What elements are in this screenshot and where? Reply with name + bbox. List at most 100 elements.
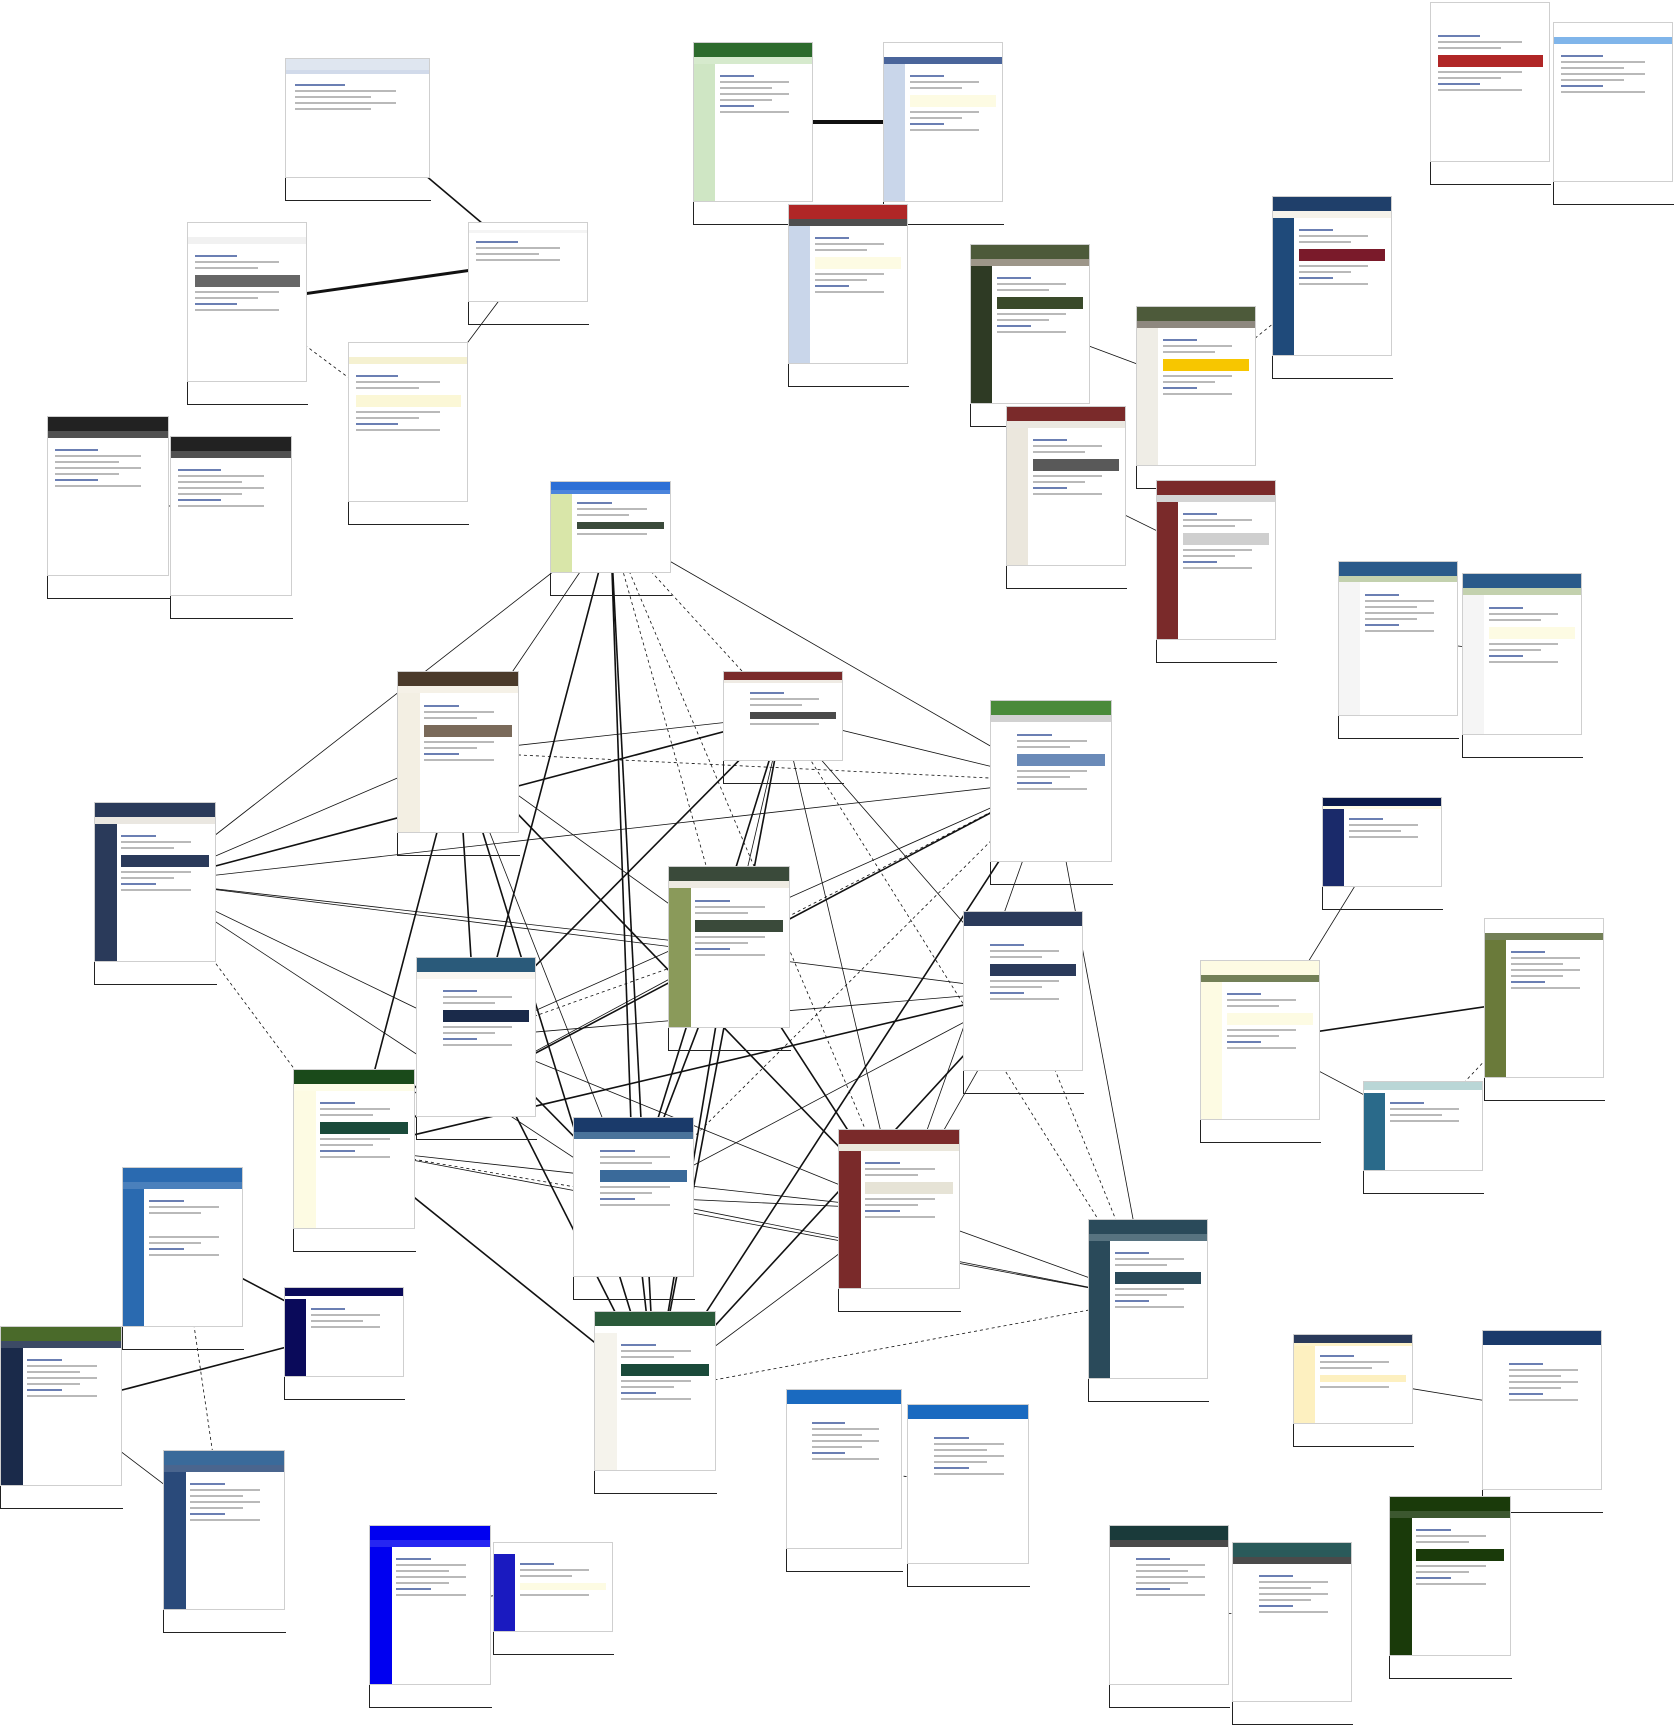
screenshot-thumbnail[interactable]: [1136, 306, 1256, 466]
text-line: [1365, 630, 1434, 632]
text-line: [1416, 1571, 1469, 1573]
screenshot-thumbnail[interactable]: [397, 671, 519, 833]
thumbnail-sidebar: [1007, 428, 1028, 565]
screenshot-thumbnail[interactable]: [907, 1404, 1029, 1564]
screenshot-thumbnail[interactable]: [550, 481, 671, 573]
screenshot-thumbnail[interactable]: [122, 1167, 243, 1327]
text-line: [1509, 1399, 1578, 1401]
screenshot-thumbnail[interactable]: [970, 244, 1090, 404]
text-line: [812, 1446, 862, 1448]
screenshot-thumbnail[interactable]: [883, 42, 1003, 202]
text-line: [1033, 475, 1102, 477]
text-line: [812, 1422, 845, 1424]
screenshot-thumbnail[interactable]: [0, 1326, 122, 1486]
text-line: [121, 883, 156, 885]
screenshot-thumbnail[interactable]: [163, 1450, 285, 1610]
screenshot-thumbnail[interactable]: [468, 222, 588, 302]
screenshot-thumbnail[interactable]: [723, 671, 843, 761]
screenshot-thumbnail[interactable]: [1389, 1496, 1511, 1656]
screenshot-thumbnail[interactable]: [284, 1287, 404, 1377]
screenshot-thumbnail[interactable]: [1200, 960, 1320, 1120]
text-line: [1511, 963, 1563, 965]
screenshot-thumbnail[interactable]: [47, 416, 169, 576]
screenshot-thumbnail[interactable]: [1338, 561, 1458, 716]
text-line: [600, 1192, 652, 1194]
thumbnail-sidebar: [1089, 1241, 1110, 1378]
text-line: [865, 1168, 935, 1170]
screenshot-thumbnail[interactable]: [963, 911, 1083, 1071]
text-line: [1183, 561, 1217, 563]
text-line: [720, 87, 772, 89]
content-band: [320, 1122, 408, 1134]
text-line: [1115, 1252, 1149, 1254]
text-line: [55, 461, 119, 463]
screenshot-thumbnail[interactable]: [416, 957, 536, 1117]
screenshot-thumbnail[interactable]: [1462, 573, 1582, 735]
text-line: [55, 479, 98, 481]
screenshot-thumbnail[interactable]: [990, 700, 1112, 862]
text-line: [1509, 1393, 1543, 1395]
thumbnail-header: [417, 958, 535, 972]
screenshot-thumbnail[interactable]: [1482, 1330, 1602, 1490]
text-line: [1561, 61, 1645, 63]
screenshot-thumbnail[interactable]: [1006, 406, 1126, 566]
thumbnail-header: [188, 223, 306, 237]
screenshot-thumbnail[interactable]: [293, 1069, 415, 1229]
screenshot-thumbnail[interactable]: [1156, 480, 1276, 640]
text-line: [121, 841, 191, 843]
text-line: [695, 900, 730, 902]
screenshot-thumbnail[interactable]: [1484, 918, 1604, 1078]
thumbnail-body: [1390, 1098, 1476, 1165]
screenshot-thumbnail[interactable]: [1553, 22, 1673, 182]
thumbnail-header: [1339, 562, 1457, 576]
text-line: [149, 1242, 201, 1244]
content-band: [1438, 55, 1543, 67]
screenshot-thumbnail[interactable]: [1272, 196, 1392, 356]
thumbnail-body: [865, 1158, 953, 1278]
thumbnail-nav: [349, 357, 467, 363]
screenshot-thumbnail[interactable]: [1232, 1542, 1352, 1702]
screenshot-thumbnail[interactable]: [348, 342, 468, 502]
text-line: [934, 1455, 1004, 1457]
thumbnail-sidebar: [789, 226, 810, 363]
screenshot-thumbnail[interactable]: [573, 1117, 694, 1277]
graph-edge: [155, 781, 1051, 882]
screenshot-thumbnail[interactable]: [187, 222, 307, 382]
thumbnail-header: [595, 1312, 715, 1326]
text-line: [1115, 1306, 1184, 1308]
text-line: [997, 319, 1049, 321]
text-line: [1365, 606, 1417, 608]
screenshot-thumbnail[interactable]: [668, 866, 790, 1028]
screenshot-thumbnail[interactable]: [1293, 1334, 1413, 1424]
screenshot-thumbnail[interactable]: [1088, 1219, 1208, 1379]
screenshot-thumbnail[interactable]: [94, 802, 216, 962]
screenshot-thumbnail[interactable]: [170, 436, 292, 596]
screenshot-thumbnail[interactable]: [693, 42, 813, 202]
text-line: [1365, 600, 1434, 602]
text-line: [1561, 67, 1624, 69]
screenshot-thumbnail[interactable]: [369, 1525, 491, 1685]
screenshot-thumbnail[interactable]: [1109, 1525, 1229, 1685]
screenshot-thumbnail[interactable]: [1430, 2, 1550, 162]
thumbnail-sidebar: [1233, 1564, 1254, 1701]
text-line: [1033, 445, 1102, 447]
text-line: [600, 1150, 635, 1152]
screenshot-thumbnail[interactable]: [786, 1389, 902, 1549]
text-line: [1017, 782, 1052, 784]
text-line: [396, 1594, 466, 1596]
text-line: [695, 906, 765, 908]
screenshot-thumbnail[interactable]: [493, 1542, 613, 1632]
screenshot-thumbnail[interactable]: [285, 58, 430, 178]
screenshot-thumbnail[interactable]: [838, 1129, 960, 1289]
text-line: [190, 1483, 225, 1485]
text-line: [443, 990, 477, 992]
text-line: [1033, 439, 1067, 441]
screenshot-thumbnail[interactable]: [1322, 797, 1442, 887]
text-line: [1033, 451, 1085, 453]
screenshot-thumbnail[interactable]: [594, 1311, 716, 1471]
text-line: [812, 1434, 862, 1436]
text-line: [815, 243, 884, 245]
screenshot-thumbnail[interactable]: [1363, 1081, 1483, 1171]
screenshot-thumbnail[interactable]: [788, 204, 908, 364]
thumbnail-body: [356, 371, 461, 491]
